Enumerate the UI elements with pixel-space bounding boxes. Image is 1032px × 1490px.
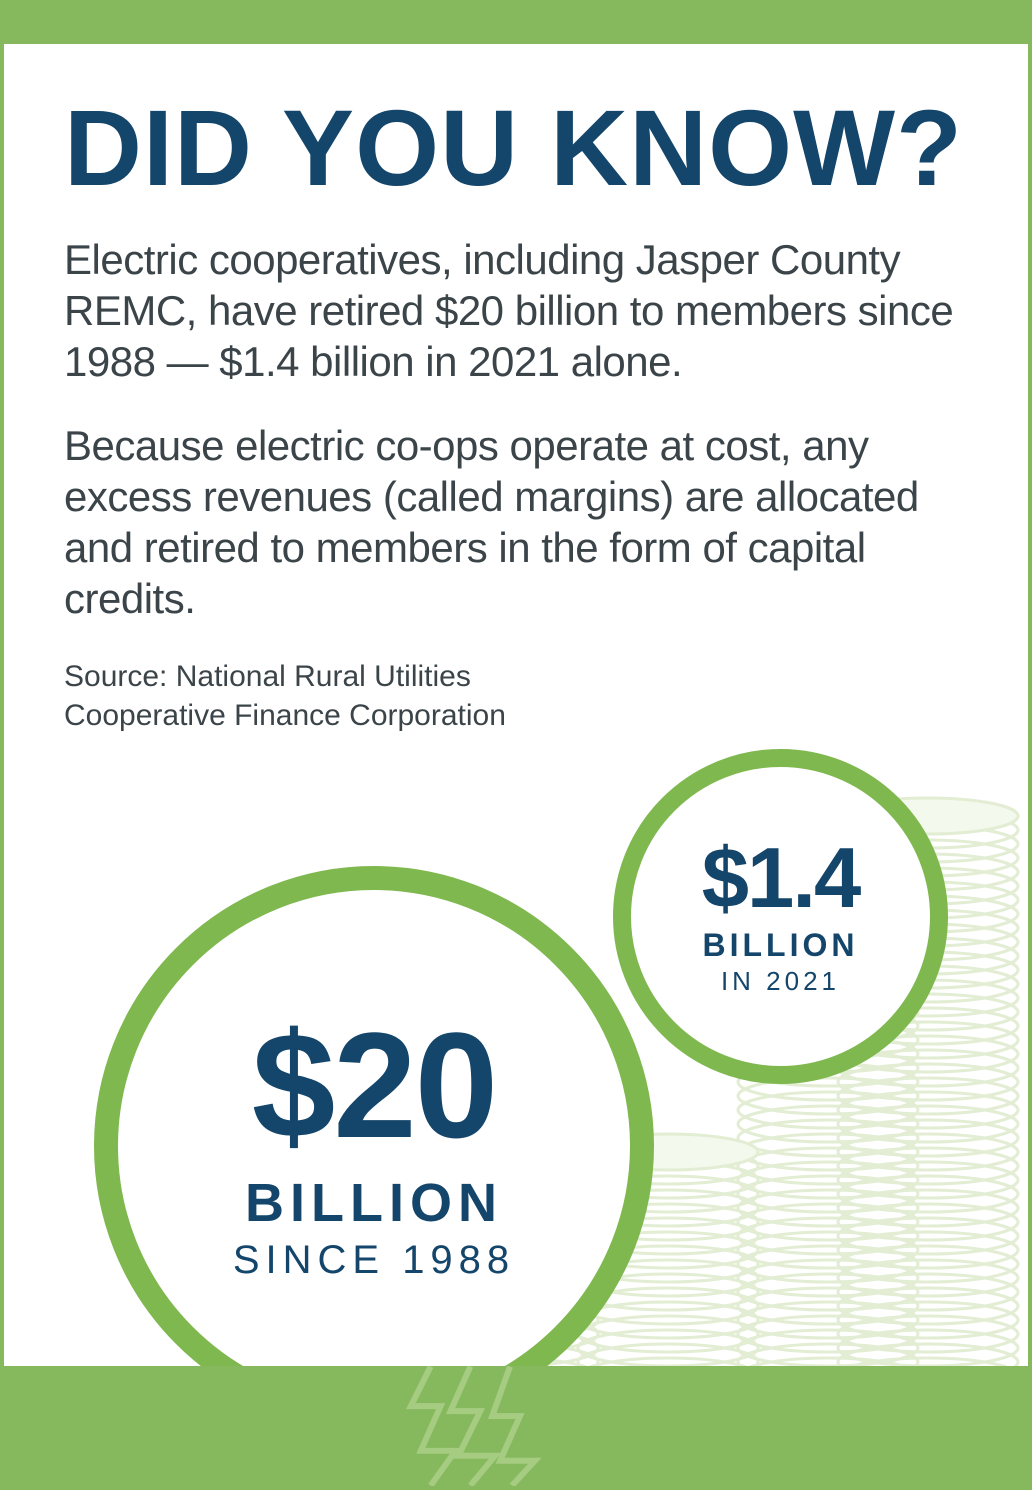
callout-large-amount: $20 [252,1010,496,1160]
bottom-band [4,1366,1028,1486]
callout-small-sub: IN 2021 [721,966,840,997]
callout-large-sub: SINCE 1988 [233,1238,515,1283]
infographic-frame: DID YOU KNOW? Electric cooperatives, inc… [0,0,1032,1490]
headline: DID YOU KNOW? [64,94,968,202]
lightning-icon [4,1366,1028,1486]
paragraph-2: Because electric co-ops operate at cost,… [64,420,968,625]
callout-small-unit: BILLION [703,927,859,964]
callout-small: $1.4 BILLION IN 2021 [613,749,948,1084]
callout-large-unit: BILLION [245,1172,503,1234]
callout-small-amount: $1.4 [702,836,859,921]
paragraph-1: Electric cooperatives, including Jasper … [64,234,968,388]
source-text: Source: National Rural Utilities Coopera… [64,657,584,735]
content-block: DID YOU KNOW? Electric cooperatives, inc… [64,64,968,735]
callout-large: $20 BILLION SINCE 1988 [94,866,654,1426]
top-band [4,4,1028,44]
